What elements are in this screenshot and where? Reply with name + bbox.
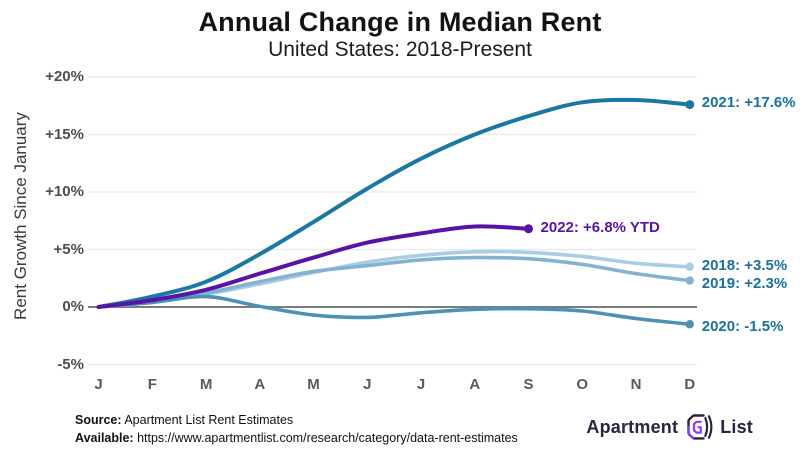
series-label-2022: 2022: +6.8% YTD <box>540 218 660 236</box>
y-tick-label-+5%: +5% <box>53 240 84 258</box>
x-tick-label-4: A <box>254 376 266 393</box>
x-tick-label-5: M <box>307 376 320 393</box>
end-dot-2021 <box>685 100 695 110</box>
logo-word-list: List <box>720 416 753 437</box>
x-tick-label-10: O <box>576 376 589 393</box>
available-line: Available: https://www.apartmentlist.com… <box>75 429 518 447</box>
x-tick-label-8: A <box>469 376 481 393</box>
apartment-list-logo: Apartment List <box>586 410 753 444</box>
x-tick-label-7: J <box>416 376 426 393</box>
line-2021 <box>96 97 692 309</box>
chart-subtitle: United States: 2018-Present <box>268 38 532 61</box>
y-tick-label-+20%: +20% <box>45 68 84 85</box>
line-2019 <box>96 255 692 309</box>
series-label-2020: 2020: -1.5% <box>701 317 784 335</box>
x-tick-label-3: M <box>199 376 213 393</box>
chart-title: Annual Change in Median Rent <box>198 7 602 37</box>
end-dot-2018 <box>685 262 694 271</box>
line-2022 <box>96 224 531 309</box>
available-label: Available: <box>75 431 134 445</box>
x-tick-label-2: F <box>147 376 157 393</box>
x-tick-label-12: D <box>684 376 696 393</box>
y-tick-label--5%: -5% <box>57 355 84 373</box>
series-label-2018: 2018: +3.5% <box>701 257 788 275</box>
end-dot-2020 <box>685 320 694 329</box>
x-tick-label-9: S <box>523 376 534 393</box>
source-text: Apartment List Rent Estimates <box>121 413 294 427</box>
end-dot-2022 <box>524 224 534 234</box>
y-tick-label-0%: 0% <box>62 298 84 315</box>
source-label: Source: <box>75 413 122 427</box>
end-dot-2019 <box>685 276 694 285</box>
y-tick-label-+15%: +15% <box>45 125 84 143</box>
footer: Source: Apartment List Rent Estimates Av… <box>75 411 518 447</box>
x-tick-label-1: J <box>94 376 103 393</box>
available-url: https://www.apartmentlist.com/research/c… <box>133 431 518 445</box>
series-label-2019: 2019: +2.3% <box>701 275 788 293</box>
line-2020 <box>96 294 692 327</box>
logo-word-apartment: Apartment <box>586 416 679 437</box>
series-label-2021: 2021: +17.6% <box>701 94 796 112</box>
y-tick-label-+10%: +10% <box>45 183 84 200</box>
x-tick-label-11: N <box>630 376 642 393</box>
source-line: Source: Apartment List Rent Estimates <box>75 411 518 429</box>
apartment-list-house-icon <box>687 414 713 440</box>
x-tick-label-6: J <box>363 376 372 393</box>
